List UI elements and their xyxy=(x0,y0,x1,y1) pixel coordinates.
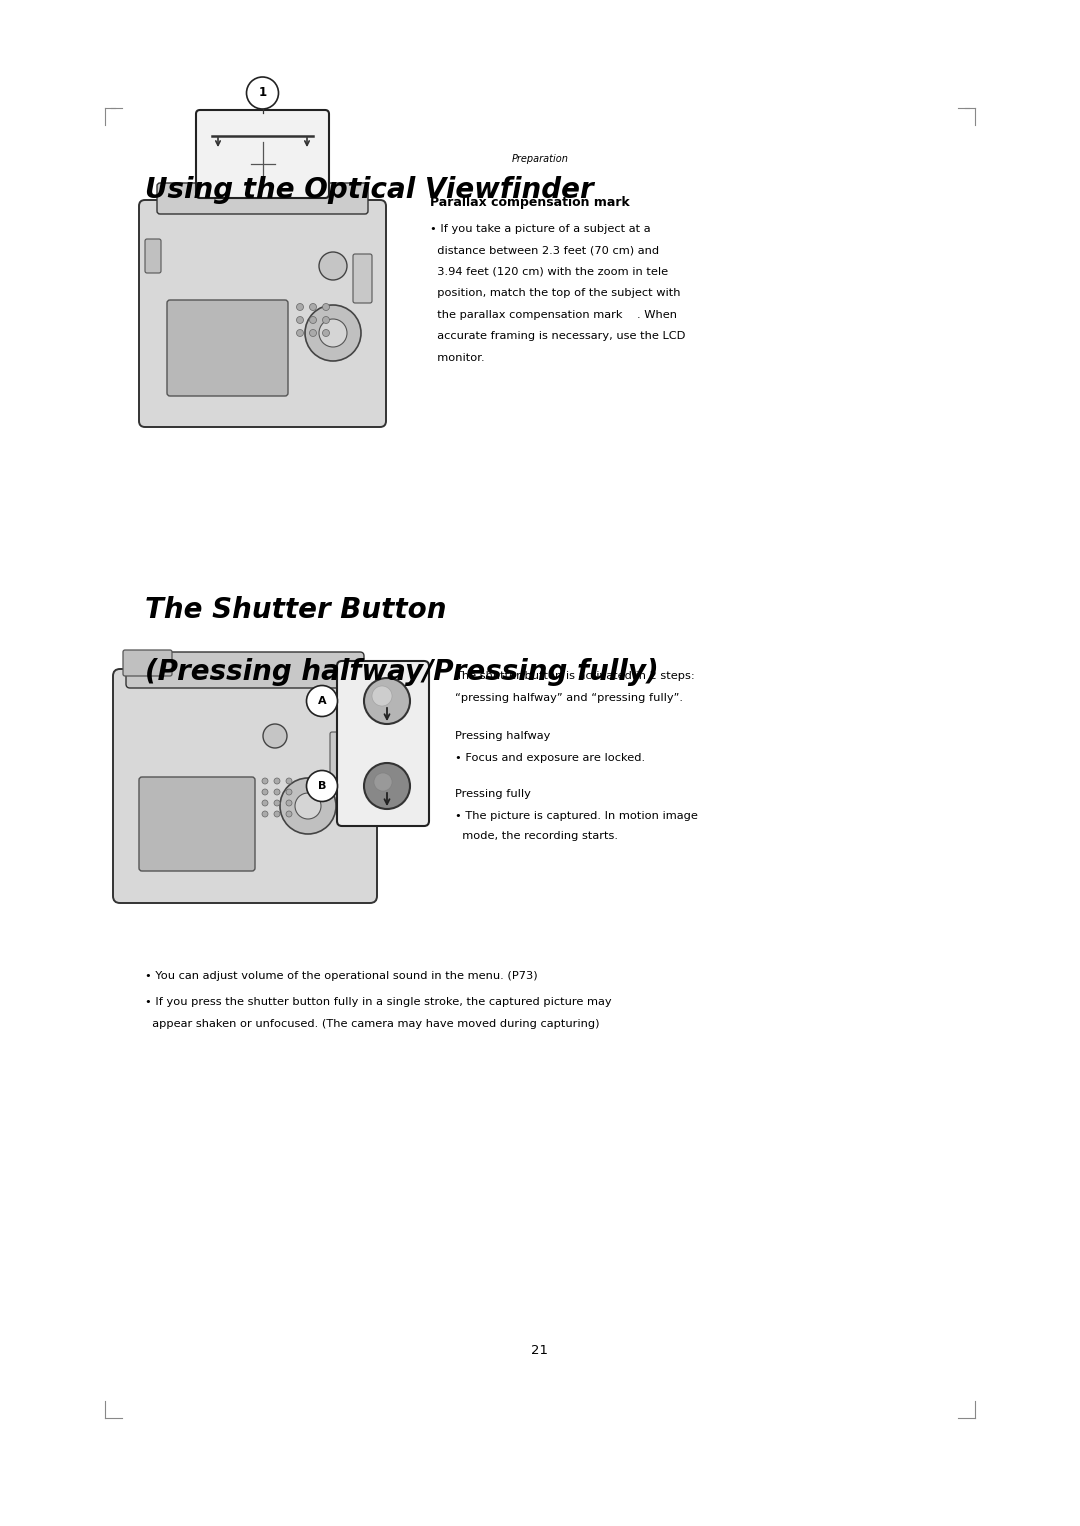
Text: Pressing halfway: Pressing halfway xyxy=(455,731,551,742)
Text: “pressing halfway” and “pressing fully”.: “pressing halfway” and “pressing fully”. xyxy=(455,693,683,703)
FancyBboxPatch shape xyxy=(145,240,161,273)
Text: distance between 2.3 feet (70 cm) and: distance between 2.3 feet (70 cm) and xyxy=(430,246,659,255)
Text: The Shutter Button: The Shutter Button xyxy=(145,597,446,624)
Circle shape xyxy=(297,304,303,310)
Circle shape xyxy=(264,723,287,748)
Circle shape xyxy=(274,810,280,816)
FancyBboxPatch shape xyxy=(123,650,172,676)
Text: Using the Optical Viewfinder: Using the Optical Viewfinder xyxy=(145,175,594,204)
Text: Pressing fully: Pressing fully xyxy=(455,789,531,800)
FancyBboxPatch shape xyxy=(167,301,288,397)
Circle shape xyxy=(274,778,280,784)
Circle shape xyxy=(246,76,279,108)
FancyBboxPatch shape xyxy=(113,668,377,903)
Circle shape xyxy=(295,794,321,819)
Circle shape xyxy=(274,789,280,795)
Text: • If you press the shutter button fully in a single stroke, the captured picture: • If you press the shutter button fully … xyxy=(145,996,611,1007)
Circle shape xyxy=(274,800,280,806)
Text: accurate framing is necessary, use the LCD: accurate framing is necessary, use the L… xyxy=(430,331,686,342)
FancyBboxPatch shape xyxy=(157,183,368,214)
FancyBboxPatch shape xyxy=(139,777,255,871)
Text: • Focus and exposure are locked.: • Focus and exposure are locked. xyxy=(455,752,645,763)
Circle shape xyxy=(307,771,337,801)
Text: B: B xyxy=(318,781,326,790)
Circle shape xyxy=(286,800,292,806)
Circle shape xyxy=(319,252,347,279)
Text: A: A xyxy=(318,696,326,707)
Circle shape xyxy=(323,330,329,337)
Text: mode, the recording starts.: mode, the recording starts. xyxy=(455,832,618,841)
FancyBboxPatch shape xyxy=(353,253,372,304)
Text: (Pressing halfway/Pressing fully): (Pressing halfway/Pressing fully) xyxy=(145,658,659,687)
Circle shape xyxy=(305,305,361,362)
FancyBboxPatch shape xyxy=(337,661,429,826)
Circle shape xyxy=(310,316,316,324)
Circle shape xyxy=(286,789,292,795)
Text: Parallax compensation mark: Parallax compensation mark xyxy=(430,195,630,209)
Text: 21: 21 xyxy=(531,1344,549,1358)
Circle shape xyxy=(262,778,268,784)
Circle shape xyxy=(364,763,410,809)
Circle shape xyxy=(374,774,392,790)
Text: position, match the top of the subject with: position, match the top of the subject w… xyxy=(430,288,680,299)
Circle shape xyxy=(372,687,392,707)
Text: • If you take a picture of a subject at a: • If you take a picture of a subject at … xyxy=(430,224,650,233)
Text: 3.94 feet (120 cm) with the zoom in tele: 3.94 feet (120 cm) with the zoom in tele xyxy=(430,267,669,278)
Circle shape xyxy=(310,304,316,310)
Circle shape xyxy=(286,778,292,784)
Circle shape xyxy=(310,330,316,337)
FancyBboxPatch shape xyxy=(139,200,386,427)
Circle shape xyxy=(297,330,303,337)
Text: 1: 1 xyxy=(258,87,267,99)
Text: The shutter button is activated in 2 steps:: The shutter button is activated in 2 ste… xyxy=(455,671,694,681)
Circle shape xyxy=(364,678,410,723)
Circle shape xyxy=(297,316,303,324)
Circle shape xyxy=(262,800,268,806)
FancyBboxPatch shape xyxy=(195,110,329,198)
Circle shape xyxy=(262,810,268,816)
Text: Preparation: Preparation xyxy=(512,154,568,163)
FancyBboxPatch shape xyxy=(126,652,364,688)
Circle shape xyxy=(319,319,347,346)
Circle shape xyxy=(307,685,337,717)
FancyBboxPatch shape xyxy=(330,732,347,778)
Circle shape xyxy=(286,810,292,816)
Text: • You can adjust volume of the operational sound in the menu. (P73): • You can adjust volume of the operation… xyxy=(145,971,538,981)
Circle shape xyxy=(280,778,336,835)
Circle shape xyxy=(323,304,329,310)
Text: appear shaken or unfocused. (The camera may have moved during capturing): appear shaken or unfocused. (The camera … xyxy=(145,1019,599,1029)
Circle shape xyxy=(323,316,329,324)
Text: • The picture is captured. In motion image: • The picture is captured. In motion ima… xyxy=(455,810,698,821)
Text: the parallax compensation mark    . When: the parallax compensation mark . When xyxy=(430,310,677,320)
Circle shape xyxy=(262,789,268,795)
Text: monitor.: monitor. xyxy=(430,353,485,363)
